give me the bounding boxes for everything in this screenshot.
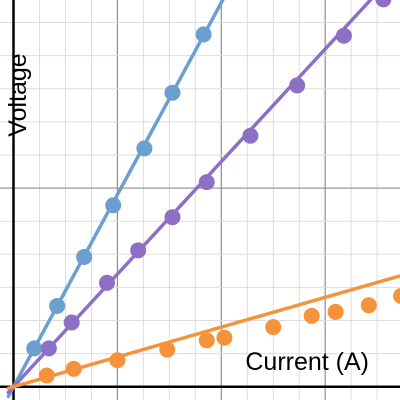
series-1	[6, 0, 225, 399]
series-2-point	[242, 127, 259, 144]
series-2-point	[335, 27, 352, 44]
series-3-point	[303, 307, 320, 324]
series-3-point	[65, 360, 82, 377]
series-3-point	[393, 288, 400, 304]
series-1-point	[105, 197, 122, 214]
series-2-point	[130, 242, 147, 259]
series-2	[6, 0, 392, 395]
series-3-point	[327, 303, 344, 320]
series-2-point	[99, 274, 116, 291]
series-3-point	[109, 352, 126, 369]
series-1-point	[136, 140, 153, 157]
y-axis-label: Voltage	[4, 53, 32, 136]
series-2-point	[164, 209, 181, 226]
series-2-point	[375, 0, 392, 8]
x-axis-label: Current (A)	[245, 348, 369, 376]
series-1-point	[26, 340, 43, 357]
series-3-point	[159, 341, 176, 358]
series-group	[6, 0, 400, 399]
series-3-point	[360, 297, 377, 314]
series-1-point	[164, 84, 181, 101]
series-1-point	[76, 248, 93, 265]
series-2-point	[289, 77, 306, 94]
series-3-point	[198, 332, 215, 349]
series-3-point	[38, 367, 55, 384]
series-1-point	[49, 297, 66, 314]
series-3-point	[216, 329, 233, 346]
series-2-point	[63, 314, 80, 331]
series-1-point	[195, 26, 212, 43]
series-3-point	[265, 319, 282, 336]
series-2-point	[198, 174, 215, 191]
series-1-fit-line	[6, 0, 225, 399]
series-2-point	[40, 340, 57, 357]
series-3	[6, 274, 400, 390]
